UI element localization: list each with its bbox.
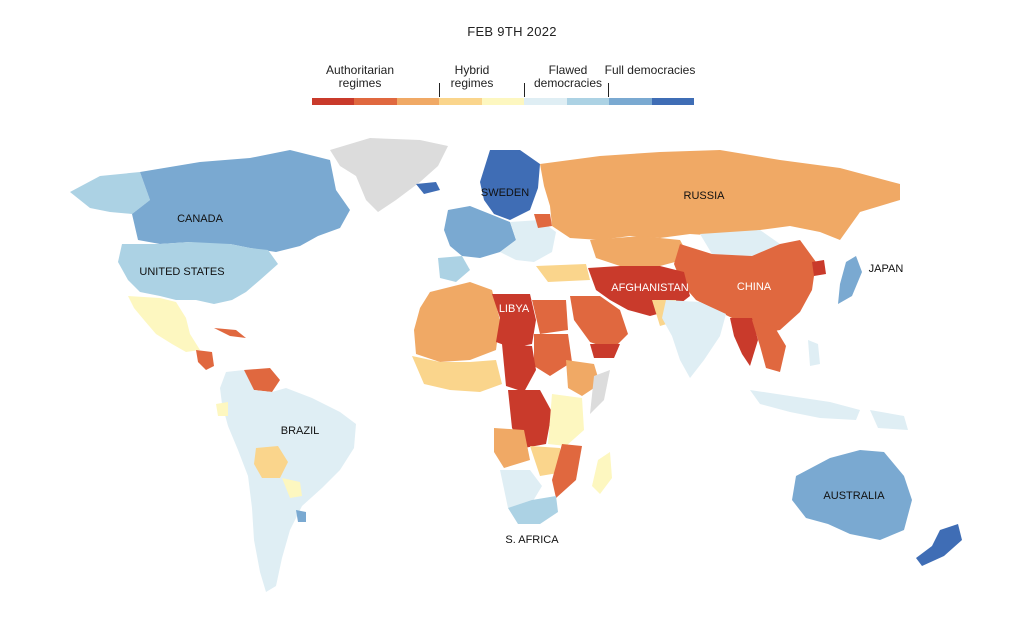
- label-libya: LIBYA: [499, 303, 530, 315]
- label-canada: CANADA: [177, 213, 224, 225]
- region-ecuador[interactable]: [216, 402, 228, 416]
- region-indochina[interactable]: [752, 320, 786, 372]
- region-saudi-arabia[interactable]: [570, 296, 628, 350]
- region-north-korea[interactable]: [812, 260, 826, 276]
- region-canada[interactable]: [132, 150, 350, 252]
- region-mozambique[interactable]: [552, 444, 582, 498]
- region-paraguay[interactable]: [282, 478, 302, 498]
- label-brazil: BRAZIL: [281, 425, 320, 437]
- region-turkey[interactable]: [536, 264, 590, 282]
- region-north-africa-west[interactable]: [414, 282, 500, 362]
- region-philippines[interactable]: [808, 340, 820, 366]
- label-japan: JAPAN: [869, 263, 904, 275]
- legend-color-bar: [312, 98, 694, 105]
- legend-swatch: [481, 98, 525, 105]
- region-iberia[interactable]: [438, 256, 470, 282]
- legend-ticks: [312, 83, 694, 97]
- legend-label-full: Full democracies: [604, 63, 696, 77]
- region-angola[interactable]: [494, 428, 530, 468]
- region-uruguay[interactable]: [296, 510, 306, 522]
- label-sweden: SWEDEN: [481, 187, 529, 199]
- region-belarus[interactable]: [534, 214, 552, 228]
- region-cuba[interactable]: [214, 328, 246, 338]
- legend-label-authoritarian: Authoritarian regimes: [325, 63, 395, 90]
- label-russia: RUSSIA: [684, 190, 726, 202]
- region-east-africa[interactable]: [548, 394, 584, 446]
- region-eastern-europe[interactable]: [500, 220, 556, 262]
- legend-swatch: [354, 98, 397, 105]
- region-sweden[interactable]: [480, 150, 540, 220]
- region-west-africa[interactable]: [412, 356, 502, 392]
- region-alaska[interactable]: [70, 172, 150, 214]
- region-bolivia[interactable]: [254, 446, 288, 478]
- legend-tick: [439, 83, 440, 97]
- label-united-states: UNITED STATES: [139, 266, 224, 278]
- legend-swatch: [651, 98, 694, 105]
- region-libya[interactable]: [492, 294, 536, 348]
- region-kazakhstan[interactable]: [590, 236, 690, 266]
- legend-swatch: [439, 98, 482, 105]
- region-australia[interactable]: [792, 450, 912, 540]
- region-japan[interactable]: [838, 256, 862, 304]
- region-chad[interactable]: [502, 344, 536, 392]
- legend-swatch: [396, 98, 440, 105]
- region-venezuela[interactable]: [244, 368, 280, 392]
- region-somalia[interactable]: [590, 370, 610, 414]
- legend-tick: [524, 83, 525, 97]
- label-australia: AUSTRALIA: [823, 490, 885, 502]
- legend-swatch: [566, 98, 610, 105]
- label-south-africa: S. AFRICA: [505, 534, 559, 546]
- region-mongolia[interactable]: [700, 230, 780, 256]
- map-date: FEB 9TH 2022: [467, 24, 557, 39]
- legend-label-hybrid: Hybrid regimes: [450, 63, 494, 90]
- region-united-states[interactable]: [118, 242, 278, 304]
- region-papua[interactable]: [870, 410, 908, 430]
- legend-tick: [608, 83, 609, 97]
- region-new-zealand[interactable]: [916, 524, 962, 566]
- legend-swatch: [524, 98, 567, 105]
- region-mexico[interactable]: [128, 296, 200, 352]
- region-india[interactable]: [662, 300, 726, 378]
- region-ethiopia[interactable]: [566, 360, 600, 396]
- legend: Authoritarian regimes Hybrid regimes Fla…: [312, 63, 695, 105]
- legend-swatch: [609, 98, 652, 105]
- legend-label-flawed: Flawed democracies: [533, 63, 603, 90]
- region-namibia[interactable]: [500, 470, 542, 508]
- region-iceland[interactable]: [416, 182, 440, 194]
- region-central-america[interactable]: [196, 350, 214, 370]
- region-greenland[interactable]: [330, 138, 448, 212]
- region-russia[interactable]: [540, 150, 900, 240]
- region-south-africa[interactable]: [508, 496, 558, 524]
- region-yemen[interactable]: [590, 344, 620, 358]
- region-madagascar[interactable]: [592, 452, 612, 494]
- label-china: CHINA: [737, 281, 772, 293]
- region-indonesia[interactable]: [750, 390, 860, 420]
- legend-labels: Authoritarian regimes Hybrid regimes Fla…: [312, 63, 695, 94]
- region-western-europe[interactable]: [444, 206, 516, 258]
- region-myanmar[interactable]: [730, 318, 758, 366]
- label-afghanistan: AFGHANISTAN: [611, 282, 688, 294]
- region-china[interactable]: [674, 240, 816, 334]
- region-sudan[interactable]: [534, 334, 572, 376]
- region-egypt[interactable]: [532, 300, 568, 334]
- legend-swatch: [312, 98, 355, 105]
